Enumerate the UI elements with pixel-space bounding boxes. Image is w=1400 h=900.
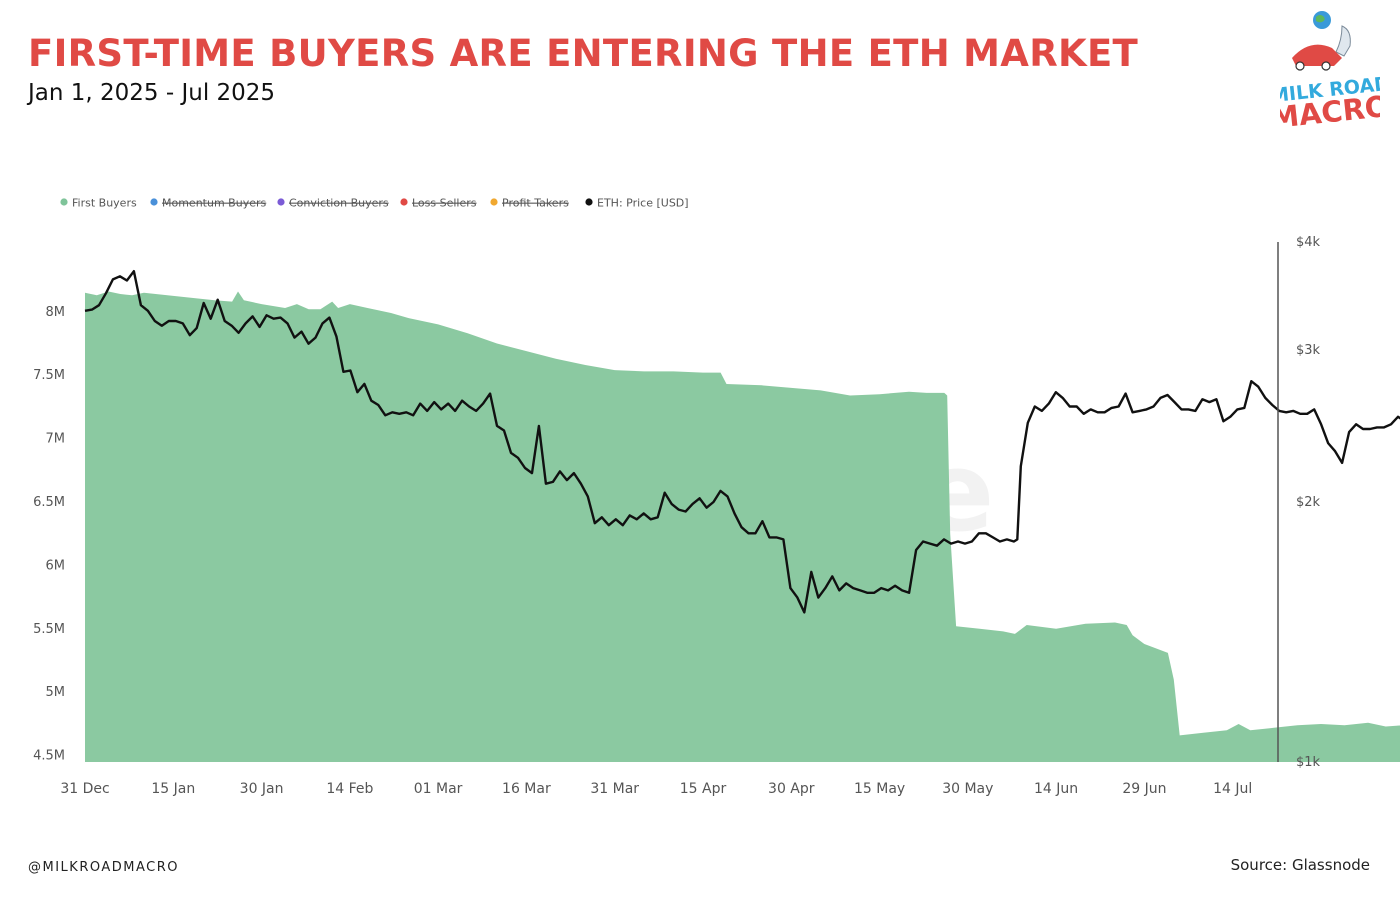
legend-marker bbox=[150, 198, 158, 206]
x-tick-label: 29 Jun bbox=[1122, 781, 1166, 797]
x-tick-label: 16 Mar bbox=[502, 781, 551, 797]
legend-marker bbox=[400, 198, 408, 206]
legend-label: Profit Takers bbox=[502, 197, 569, 210]
x-tick-label: 15 Apr bbox=[680, 781, 727, 797]
footer-source: Source: Glassnode bbox=[1230, 856, 1370, 874]
y-left-tick-label: 8M bbox=[46, 305, 66, 320]
y-left-tick-label: 7.5M bbox=[33, 368, 65, 383]
footer-handle: @MILKROADMACRO bbox=[28, 860, 179, 875]
chart-title: FIRST-TIME BUYERS ARE ENTERING THE ETH M… bbox=[28, 32, 1139, 75]
x-tick-label: 14 Jul bbox=[1213, 781, 1252, 797]
legend-marker bbox=[585, 198, 593, 206]
legend-marker bbox=[277, 198, 285, 206]
x-tick-label: 15 Jan bbox=[151, 781, 195, 797]
legend-label: First Buyers bbox=[72, 197, 137, 210]
y-right-tick-label: $3k bbox=[1296, 343, 1321, 358]
legend-marker bbox=[490, 198, 498, 206]
x-tick-label: 15 May bbox=[854, 781, 905, 797]
chart-subtitle: Jan 1, 2025 - Jul 2025 bbox=[28, 80, 276, 106]
y-left-tick-label: 6M bbox=[46, 558, 66, 573]
legend-item: Loss Sellers bbox=[400, 197, 477, 210]
legend-label: Momentum Buyers bbox=[162, 197, 266, 210]
y-right-tick-label: $4k bbox=[1296, 235, 1321, 250]
legend-label: Conviction Buyers bbox=[289, 197, 389, 210]
eth-price-line bbox=[84, 270, 1400, 614]
legend-item: Profit Takers bbox=[490, 197, 569, 210]
x-tick-label: 14 Jun bbox=[1034, 781, 1078, 797]
y-left-tick-label: 7M bbox=[46, 432, 66, 447]
y-right-tick-label: $2k bbox=[1296, 495, 1321, 510]
legend-label: ETH: Price [USD] bbox=[597, 197, 689, 210]
x-tick-label: 31 Dec bbox=[60, 781, 109, 797]
x-tick-label: 30 Apr bbox=[768, 781, 815, 797]
legend-marker bbox=[60, 198, 68, 206]
legend-item: Conviction Buyers bbox=[277, 197, 389, 210]
legend-item: ETH: Price [USD] bbox=[585, 197, 689, 210]
legend-label: Loss Sellers bbox=[412, 197, 477, 210]
y-right-tick-label: $1k bbox=[1296, 755, 1321, 770]
legend-item: First Buyers bbox=[60, 197, 137, 210]
x-tick-label: 31 Mar bbox=[590, 781, 639, 797]
x-tick-label: 14 Feb bbox=[326, 781, 373, 797]
x-tick-label: 30 May bbox=[942, 781, 993, 797]
y-left-tick-label: 5M bbox=[46, 685, 66, 700]
y-left-tick-label: 6.5M bbox=[33, 495, 65, 510]
y-left-tick-label: 4.5M bbox=[33, 749, 65, 764]
x-tick-label: 01 Mar bbox=[414, 781, 463, 797]
legend: First Buyers Momentum Buyers Conviction Bu… bbox=[60, 197, 689, 210]
y-left-tick-label: 5.5M bbox=[33, 622, 65, 637]
x-tick-label: 30 Jan bbox=[240, 781, 284, 797]
milk-road-macro-logo: MILK ROAD MACRO bbox=[1280, 11, 1380, 133]
legend-item: Momentum Buyers bbox=[150, 197, 266, 210]
